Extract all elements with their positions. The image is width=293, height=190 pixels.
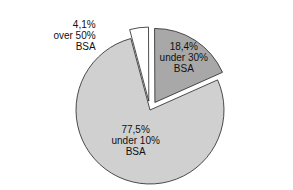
chart-container: 4,1%over 50%BSA18,4%under 30%BSA77,5%und… — [0, 0, 293, 190]
category-label: under 10%BSA — [111, 135, 159, 157]
slices — [76, 27, 224, 184]
category-label: under 30%BSA — [160, 52, 208, 74]
labels: 4,1%over 50%BSA18,4%under 30%BSA77,5%und… — [53, 19, 208, 156]
category-label-line: over 50% — [53, 30, 95, 41]
category-label-line: BSA — [126, 146, 146, 157]
category-label: over 50%BSA — [53, 30, 96, 52]
category-label-line: under 30% — [160, 52, 208, 63]
category-label-line: BSA — [76, 41, 96, 52]
category-label-line: under 10% — [111, 135, 159, 146]
pie-chart: 4,1%over 50%BSA18,4%under 30%BSA77,5%und… — [0, 0, 293, 190]
data-label: 4,1% — [73, 19, 96, 30]
category-label-line: BSA — [174, 63, 194, 74]
pie-slice — [76, 39, 224, 184]
data-label: 77,5% — [121, 124, 149, 135]
data-label: 18,4% — [170, 41, 198, 52]
